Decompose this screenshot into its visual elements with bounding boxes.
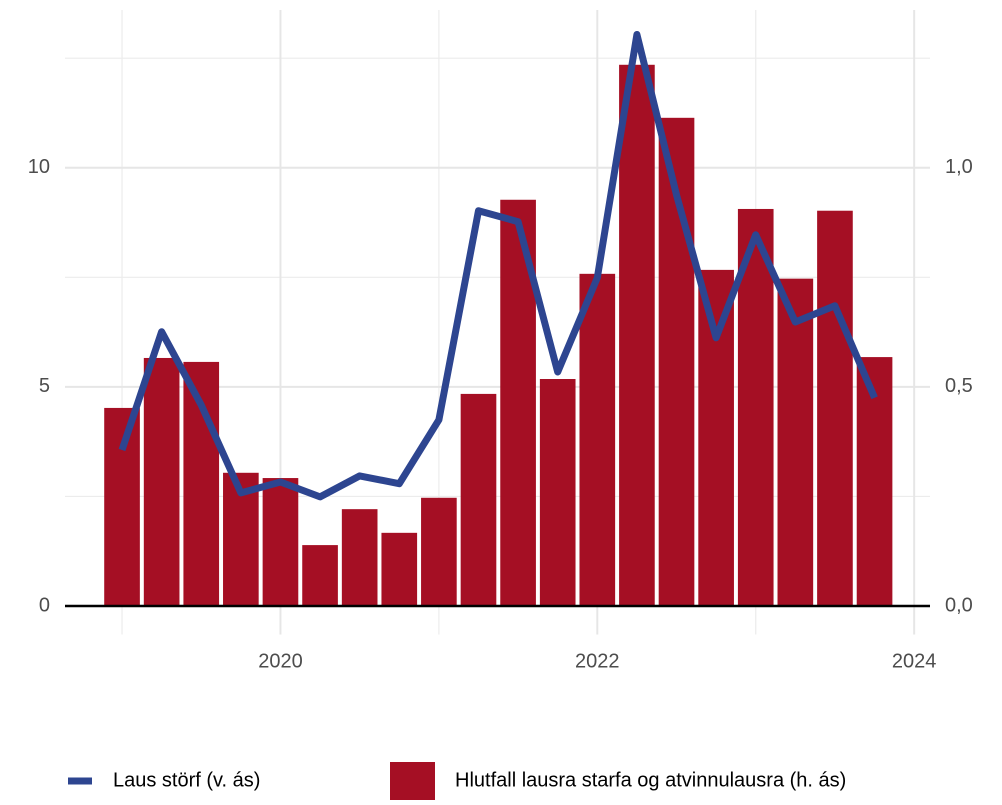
line (118, 31, 878, 501)
bar (104, 407, 140, 607)
legend-label: Hlutfall lausra starfa og atvinnulausra … (455, 769, 846, 791)
bar (539, 379, 576, 607)
y2-tick-label: 1,0 (945, 156, 973, 178)
x-tick-label: 2024 (892, 650, 937, 672)
bar (341, 509, 378, 607)
y-tick-label: 5 (39, 375, 50, 397)
bar (421, 497, 457, 607)
x-tick-label: 2020 (258, 650, 303, 672)
bar (143, 357, 180, 607)
y2-tick-label: 0,5 (945, 375, 973, 397)
bar (817, 210, 853, 607)
bar (302, 545, 338, 607)
x-tick-label: 2022 (575, 650, 620, 672)
bar (856, 357, 893, 607)
legend-label: Laus störf (v. ás) (113, 769, 260, 791)
y2-tick-label: 0,0 (945, 594, 973, 616)
bar (619, 64, 655, 607)
legend-swatch (390, 762, 435, 800)
bar (381, 532, 418, 607)
y-tick-label: 10 (28, 156, 50, 178)
y-tick-label: 0 (39, 594, 50, 616)
bar (579, 273, 616, 607)
bar (460, 393, 497, 607)
bar (777, 278, 814, 607)
bar (698, 269, 734, 607)
bar (262, 478, 299, 607)
